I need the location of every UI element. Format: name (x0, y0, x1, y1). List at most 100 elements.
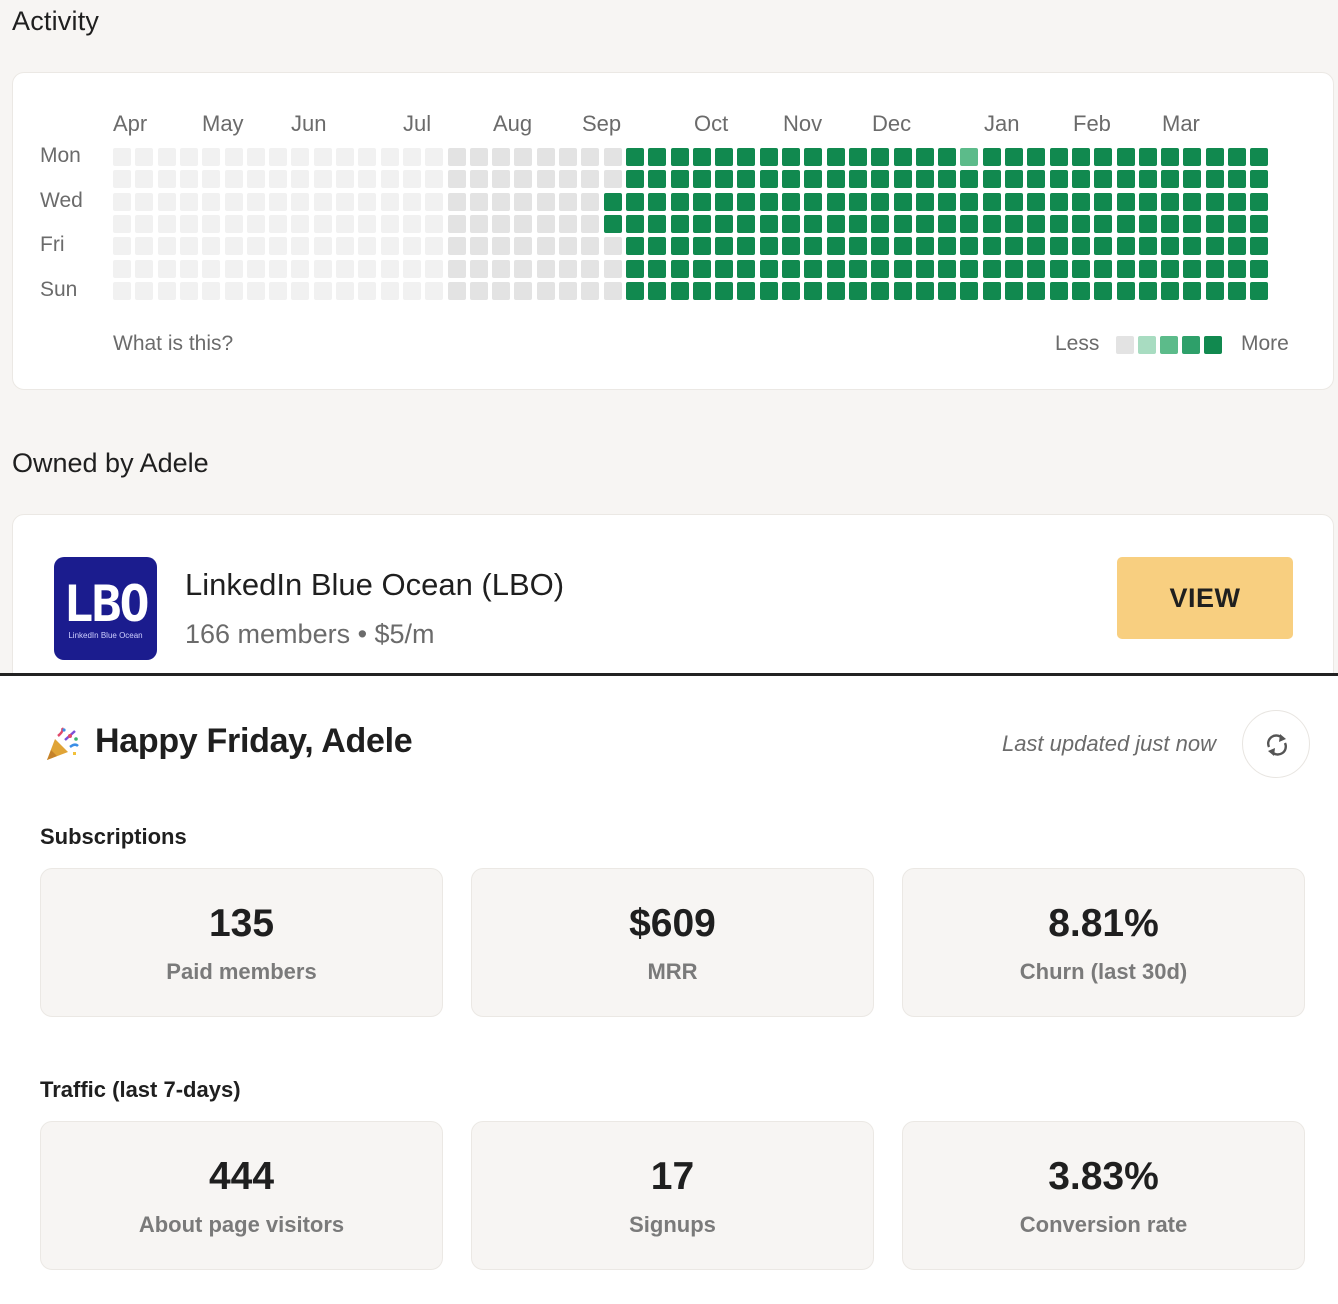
heatmap-cell[interactable] (1228, 282, 1246, 300)
heatmap-cell[interactable] (1228, 237, 1246, 255)
heatmap-cell[interactable] (113, 215, 131, 233)
heatmap-cell[interactable] (894, 215, 912, 233)
heatmap-cell[interactable] (960, 282, 978, 300)
heatmap-cell[interactable] (1250, 237, 1268, 255)
heatmap-cell[interactable] (492, 215, 510, 233)
heatmap-cell[interactable] (448, 148, 466, 166)
heatmap-cell[interactable] (782, 193, 800, 211)
heatmap-cell[interactable] (448, 260, 466, 278)
heatmap-cell[interactable] (470, 260, 488, 278)
heatmap-cell[interactable] (626, 148, 644, 166)
heatmap-cell[interactable] (715, 215, 733, 233)
heatmap-cell[interactable] (1050, 170, 1068, 188)
heatmap-cell[interactable] (1228, 260, 1246, 278)
heatmap-cell[interactable] (269, 193, 287, 211)
heatmap-cell[interactable] (470, 215, 488, 233)
heatmap-cell[interactable] (247, 148, 265, 166)
heatmap-cell[interactable] (1139, 260, 1157, 278)
heatmap-cell[interactable] (938, 282, 956, 300)
heatmap-cell[interactable] (1117, 193, 1135, 211)
heatmap-cell[interactable] (871, 193, 889, 211)
heatmap-cell[interactable] (1027, 170, 1045, 188)
heatmap-cell[interactable] (158, 282, 176, 300)
heatmap-cell[interactable] (1027, 260, 1045, 278)
heatmap-cell[interactable] (537, 170, 555, 188)
heatmap-cell[interactable] (269, 282, 287, 300)
heatmap-cell[interactable] (1139, 148, 1157, 166)
heatmap-cell[interactable] (871, 148, 889, 166)
what-is-this-link[interactable]: What is this? (113, 332, 234, 355)
heatmap-cell[interactable] (336, 193, 354, 211)
heatmap-cell[interactable] (737, 260, 755, 278)
heatmap-cell[interactable] (291, 148, 309, 166)
heatmap-cell[interactable] (1250, 170, 1268, 188)
heatmap-cell[interactable] (693, 237, 711, 255)
heatmap-cell[interactable] (1161, 170, 1179, 188)
heatmap-cell[interactable] (314, 170, 332, 188)
heatmap-cell[interactable] (1094, 170, 1112, 188)
heatmap-cell[interactable] (894, 237, 912, 255)
heatmap-cell[interactable] (425, 260, 443, 278)
heatmap-cell[interactable] (849, 148, 867, 166)
community-logo[interactable]: LBO LinkedIn Blue Ocean (54, 557, 157, 660)
heatmap-cell[interactable] (336, 237, 354, 255)
heatmap-cell[interactable] (648, 215, 666, 233)
heatmap-cell[interactable] (960, 215, 978, 233)
heatmap-cell[interactable] (425, 170, 443, 188)
heatmap-cell[interactable] (180, 260, 198, 278)
heatmap-cell[interactable] (403, 148, 421, 166)
heatmap-cell[interactable] (938, 148, 956, 166)
heatmap-cell[interactable] (671, 193, 689, 211)
heatmap-cell[interactable] (314, 237, 332, 255)
heatmap-cell[interactable] (180, 282, 198, 300)
heatmap-cell[interactable] (135, 170, 153, 188)
heatmap-cell[interactable] (448, 282, 466, 300)
heatmap-cell[interactable] (448, 193, 466, 211)
heatmap-cell[interactable] (1005, 282, 1023, 300)
heatmap-cell[interactable] (581, 282, 599, 300)
heatmap-cell[interactable] (381, 148, 399, 166)
heatmap-cell[interactable] (827, 282, 845, 300)
heatmap-cell[interactable] (470, 282, 488, 300)
heatmap-cell[interactable] (916, 148, 934, 166)
heatmap-cell[interactable] (1206, 282, 1224, 300)
heatmap-cell[interactable] (291, 260, 309, 278)
heatmap-cell[interactable] (247, 193, 265, 211)
heatmap-cell[interactable] (135, 215, 153, 233)
heatmap-cell[interactable] (180, 237, 198, 255)
heatmap-cell[interactable] (737, 282, 755, 300)
heatmap-cell[interactable] (760, 282, 778, 300)
heatmap-cell[interactable] (113, 282, 131, 300)
heatmap-cell[interactable] (1228, 193, 1246, 211)
heatmap-cell[interactable] (1027, 237, 1045, 255)
heatmap-cell[interactable] (1161, 148, 1179, 166)
heatmap-cell[interactable] (581, 237, 599, 255)
heatmap-cell[interactable] (336, 170, 354, 188)
heatmap-cell[interactable] (938, 237, 956, 255)
heatmap-cell[interactable] (1117, 237, 1135, 255)
heatmap-cell[interactable] (1094, 260, 1112, 278)
heatmap-cell[interactable] (247, 215, 265, 233)
heatmap-cell[interactable] (604, 282, 622, 300)
heatmap-cell[interactable] (1050, 215, 1068, 233)
heatmap-cell[interactable] (158, 215, 176, 233)
heatmap-cell[interactable] (514, 237, 532, 255)
heatmap-cell[interactable] (604, 170, 622, 188)
heatmap-cell[interactable] (202, 148, 220, 166)
heatmap-cell[interactable] (960, 170, 978, 188)
heatmap-cell[interactable] (514, 148, 532, 166)
heatmap-cell[interactable] (1117, 148, 1135, 166)
heatmap-cell[interactable] (960, 193, 978, 211)
heatmap-cell[interactable] (358, 282, 376, 300)
heatmap-cell[interactable] (1206, 148, 1224, 166)
heatmap-cell[interactable] (871, 237, 889, 255)
heatmap-cell[interactable] (336, 215, 354, 233)
heatmap-cell[interactable] (693, 282, 711, 300)
heatmap-cell[interactable] (358, 215, 376, 233)
heatmap-cell[interactable] (1228, 215, 1246, 233)
heatmap-cell[interactable] (1183, 148, 1201, 166)
heatmap-cell[interactable] (626, 170, 644, 188)
heatmap-cell[interactable] (916, 237, 934, 255)
heatmap-cell[interactable] (782, 260, 800, 278)
heatmap-cell[interactable] (1183, 237, 1201, 255)
